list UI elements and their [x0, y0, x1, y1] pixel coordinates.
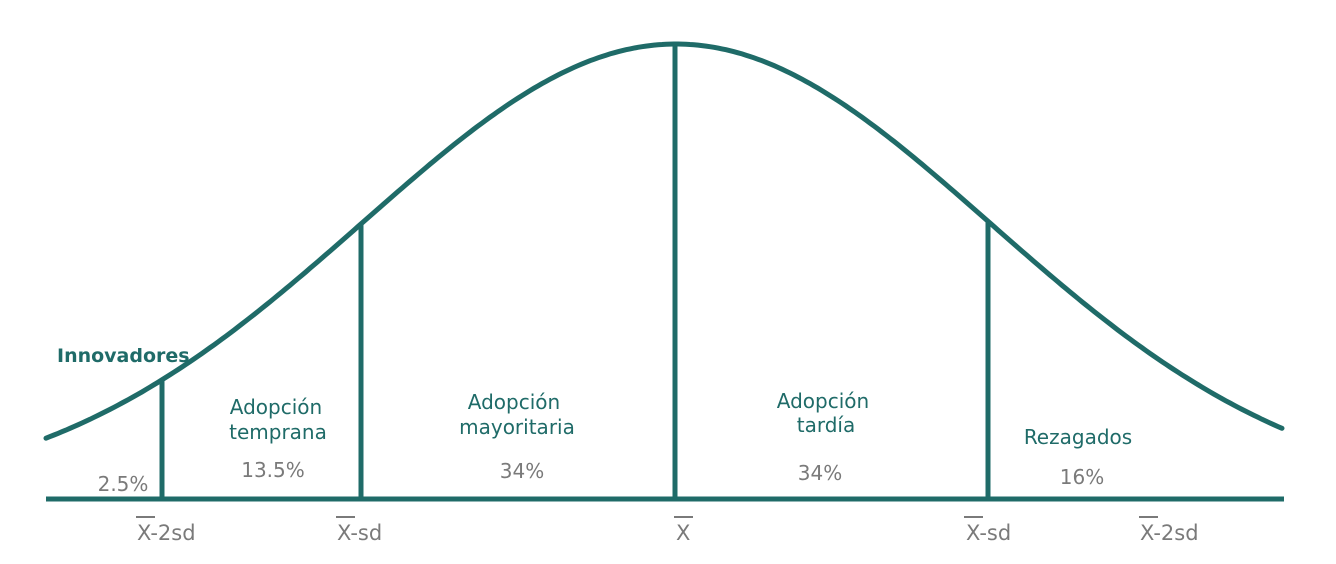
axis-suffix: -2sd: [150, 521, 195, 545]
axis-label-x-minus-2sd-right: X-2sd: [1139, 516, 1199, 545]
adopcion-tardia-label-line1: Adopción: [777, 389, 869, 413]
adopcion-temprana-label-line1: Adopción: [230, 395, 322, 419]
rezagados-percent: 16%: [1060, 465, 1104, 489]
axis-x-bar: X: [137, 521, 151, 545]
svg-text:X-sd: X-sd: [966, 521, 1011, 545]
axis-label-x-minus-2sd-left: X-2sd: [136, 516, 196, 545]
svg-text:X-sd: X-sd: [337, 521, 382, 545]
axis-x-bar: X: [676, 521, 690, 545]
axis-suffix: -sd: [350, 521, 382, 545]
adopcion-tardia-percent: 34%: [798, 461, 842, 485]
axis-x-bar: X: [1140, 521, 1154, 545]
rezagados-label: Rezagados: [1024, 425, 1132, 449]
adopcion-mayoritaria-percent: 34%: [500, 459, 544, 483]
svg-text:X-2sd: X-2sd: [1140, 521, 1199, 545]
segment-dividers: [159, 44, 991, 499]
adopcion-temprana-percent: 13.5%: [241, 458, 305, 482]
adopcion-mayoritaria-label-line1: Adopción: [468, 390, 560, 414]
svg-text:X-2sd: X-2sd: [137, 521, 196, 545]
axis-suffix: -2sd: [1153, 521, 1198, 545]
bell-curve: [43, 41, 1285, 441]
axis-label-x-minus-sd-left: X-sd: [336, 516, 382, 545]
svg-text:X: X: [676, 521, 690, 545]
axis-label-x-minus-sd-right: X-sd: [964, 516, 1011, 545]
adopcion-mayoritaria-label-line2: mayoritaria: [459, 415, 575, 439]
adopcion-temprana-label-line2: temprana: [229, 420, 327, 444]
innovadores-label: Innovadores: [57, 345, 190, 367]
axis-x-bar: X: [966, 521, 980, 545]
adopcion-tardia-label-line2: tardía: [797, 413, 855, 437]
axis-suffix: -sd: [979, 521, 1011, 545]
innovadores-percent: 2.5%: [98, 472, 149, 496]
axis-x-bar: X: [337, 521, 351, 545]
axis-label-x-mean: X: [674, 516, 693, 545]
